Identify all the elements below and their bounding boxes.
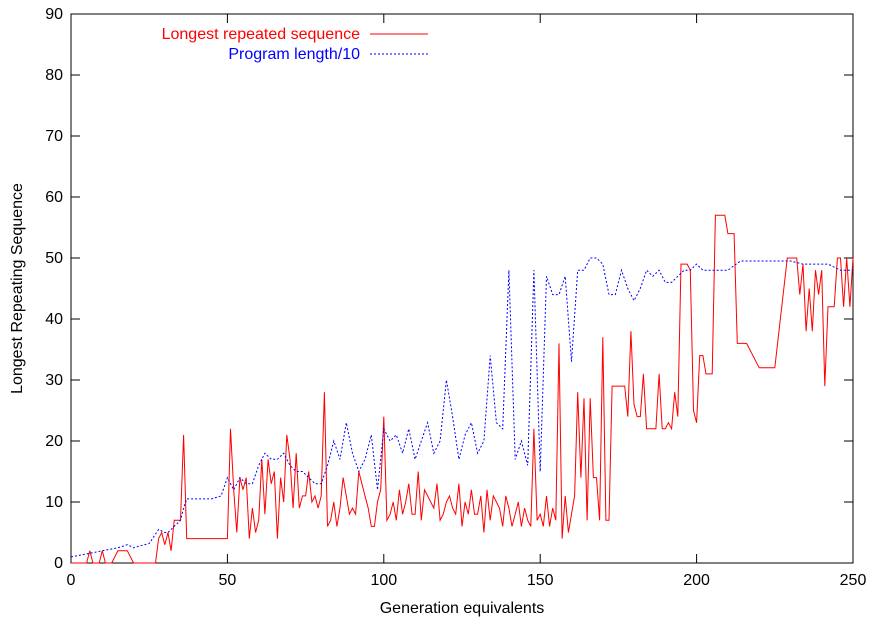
y-axis: 0 10 20 30 40 50 60 70 80 90 xyxy=(45,6,853,572)
y-axis-title: Longest Repeating Sequence xyxy=(9,183,26,394)
y-tick-label: 60 xyxy=(45,189,63,206)
x-tick-label: 150 xyxy=(527,572,554,589)
x-axis-title: Generation equivalents xyxy=(380,600,545,617)
y-tick-label: 40 xyxy=(45,311,63,328)
x-tick-label: 50 xyxy=(219,572,237,589)
series-longest-repeated-sequence xyxy=(71,214,854,564)
y-tick-label: 20 xyxy=(45,433,63,450)
y-tick-label: 0 xyxy=(54,555,63,572)
y-tick-label: 30 xyxy=(45,372,63,389)
legend-label: Program length/10 xyxy=(228,46,360,63)
plot-border xyxy=(70,13,854,564)
series-layer xyxy=(70,214,854,564)
x-tick-label: 100 xyxy=(370,572,397,589)
y-tick-label: 70 xyxy=(45,128,63,145)
x-tick-label: 200 xyxy=(683,572,710,589)
legend: Longest repeated sequence Program length/… xyxy=(162,26,428,63)
legend-label: Longest repeated sequence xyxy=(162,26,360,43)
series-program-length xyxy=(70,257,853,558)
x-axis: 0 50 100 150 200 250 xyxy=(67,14,867,589)
x-tick-label: 0 xyxy=(67,572,76,589)
y-tick-label: 10 xyxy=(45,494,63,511)
y-tick-label: 50 xyxy=(45,250,63,267)
y-tick-label: 80 xyxy=(45,67,63,84)
y-tick-label: 90 xyxy=(45,6,63,23)
x-tick-label: 250 xyxy=(840,572,867,589)
plot-frame xyxy=(70,13,854,564)
